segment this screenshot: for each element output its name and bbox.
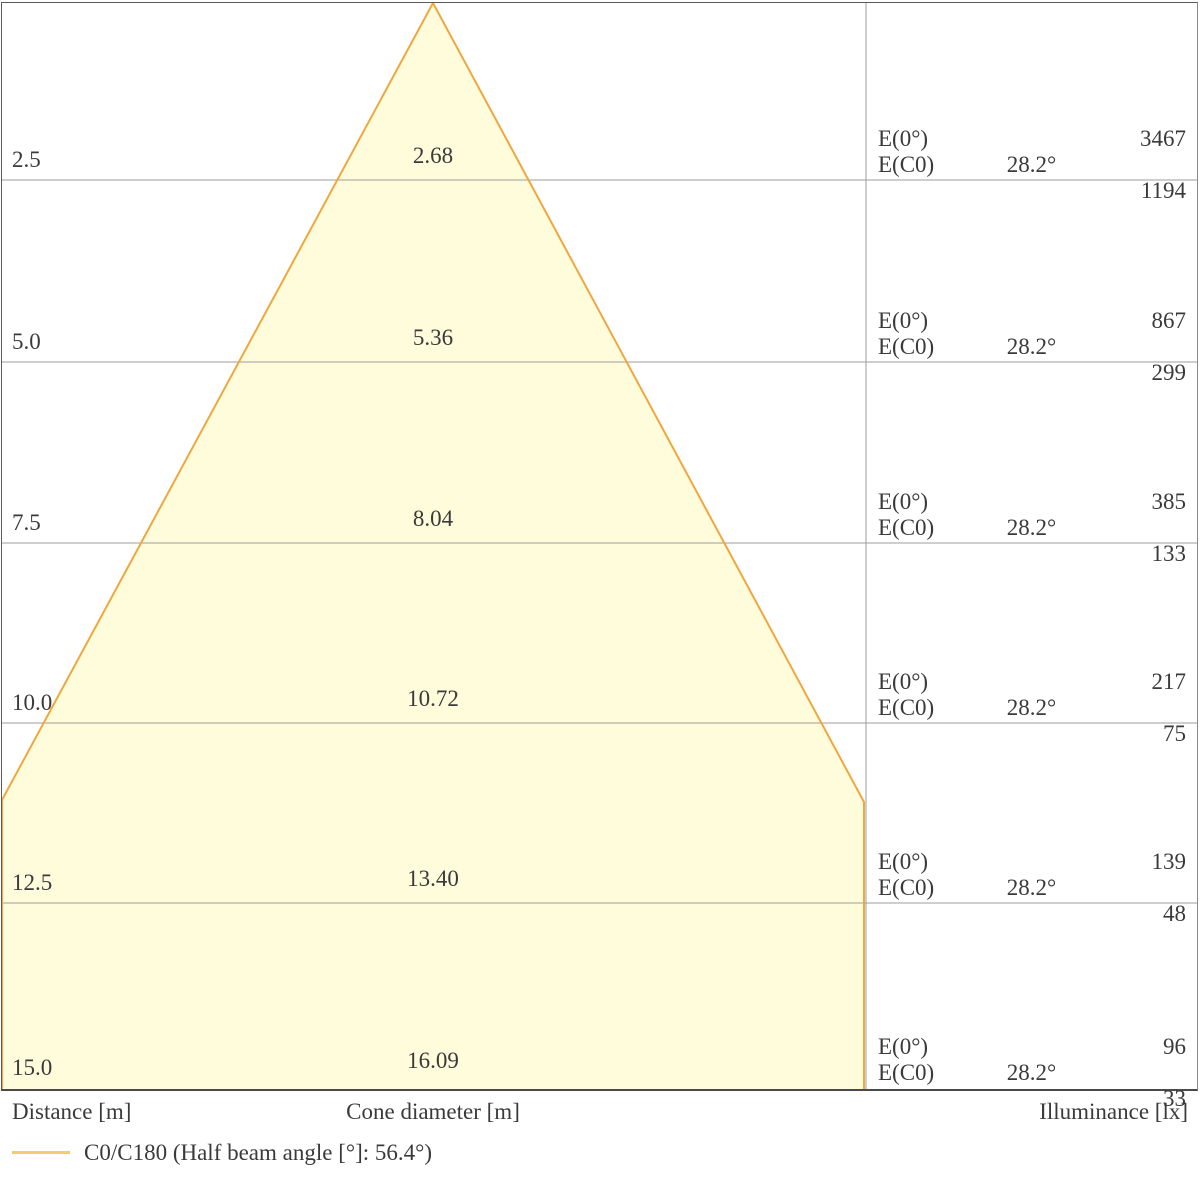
cone-diagram-canvas [2,3,1197,1089]
beam-angle-value: 28.2° [1006,515,1057,540]
distance-axis-label: Distance [m] [12,1099,132,1124]
e0-value: 217 [1151,669,1187,694]
ec0-value: 299 [1151,360,1187,385]
distance-label: 15.0 [12,1055,53,1080]
beam-angle-value: 28.2° [1006,1060,1057,1085]
illuminance-line-e0: E(0°) 96 [866,1034,1197,1060]
beam-angle-value: 28.2° [1006,695,1057,720]
ec0-label: E(C0) [878,515,935,540]
illuminance-line-e0: E(0°) 139 [866,849,1197,875]
legend-line-icon [12,1151,70,1154]
ec0-value: 75 [1163,721,1186,746]
e0-label: E(0°) [878,126,929,151]
e0-value: 867 [1151,308,1187,333]
illuminance-line-e0: E(0°) 867 [866,308,1197,334]
cone-diameter-value: 13.40 [407,866,459,891]
cone-diameter-value: 10.72 [407,686,459,711]
distance-label: 2.5 [12,147,41,172]
cone-diameter-value: 5.36 [412,325,454,350]
ec0-label: E(C0) [878,334,935,359]
illuminance-line-e0: E(0°) 217 [866,669,1197,695]
ec0-label: E(C0) [878,152,935,177]
cone-diagram-table [1,2,1198,1091]
ec0-value: 33 [1163,1086,1186,1111]
cone-diameter-label: 5.36 [0,325,866,351]
e0-label: E(0°) [878,849,929,874]
legend-label: C0/C180 (Half beam angle [°]: 56.4°) [84,1140,432,1165]
ec0-value: 1194 [1140,178,1186,203]
illuminance-line-e0: E(0°) 3467 [866,126,1197,152]
ec0-label: E(C0) [878,1060,935,1085]
cone-diameter-label: 13.40 [0,866,866,892]
e0-value: 385 [1151,489,1187,514]
ec0-label: E(C0) [878,695,935,720]
e0-label: E(0°) [878,308,929,333]
distance-label: 12.5 [12,870,53,895]
cone-diameter-value: 16.09 [407,1048,459,1073]
ec0-label: E(C0) [878,875,935,900]
illuminance-line-ec0: E(C0) 28.2° 1194 [866,152,1197,203]
illuminance-line-ec0: E(C0) 28.2° 33 [866,1060,1197,1111]
light-cone-outline [2,3,865,1089]
cone-diameter-value: 2.68 [412,143,454,168]
cone-diameter-label: 10.72 [0,686,866,712]
ec0-value: 48 [1163,901,1186,926]
illuminance-line-ec0: E(C0) 28.2° 75 [866,695,1197,746]
cone-diameter-axis-label: Cone diameter [m] [346,1099,520,1124]
cone-diameter-label: 16.09 [0,1048,866,1074]
beam-angle-value: 28.2° [1006,334,1057,359]
illuminance-line-ec0: E(C0) 28.2° 48 [866,875,1197,926]
distance-label: 7.5 [12,510,41,535]
e0-label: E(0°) [878,669,929,694]
cone-diameter-value: 8.04 [412,506,454,531]
cone-diameter-label: 2.68 [0,143,866,169]
illuminance-line-ec0: E(C0) 28.2° 299 [866,334,1197,385]
light-cone-fill [2,3,864,1089]
illuminance-line-ec0: E(C0) 28.2° 133 [866,515,1197,566]
illuminance-line-e0: E(0°) 385 [866,489,1197,515]
e0-value: 3467 [1140,126,1186,151]
beam-angle-value: 28.2° [1006,152,1057,177]
illuminance-axis-label: Illuminance [lx] [1039,1099,1188,1124]
gridlines [2,3,1197,1089]
e0-value: 139 [1151,849,1187,874]
distance-label: 10.0 [12,690,53,715]
e0-label: E(0°) [878,489,929,514]
beam-angle-value: 28.2° [1006,875,1057,900]
e0-value: 96 [1163,1034,1186,1059]
e0-label: E(0°) [878,1034,929,1059]
ec0-value: 133 [1151,541,1187,566]
cone-diameter-label: 8.04 [0,506,866,532]
distance-label: 5.0 [12,329,41,354]
